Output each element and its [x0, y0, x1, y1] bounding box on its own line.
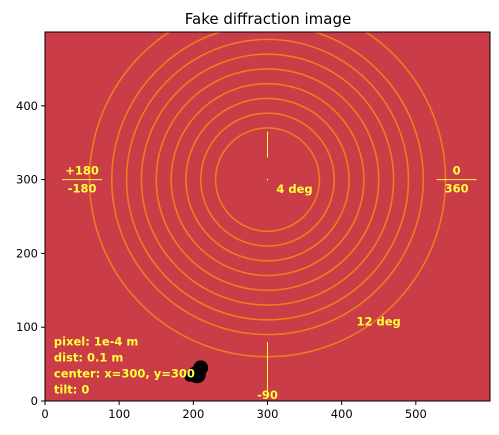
beamstop-shadow — [184, 371, 195, 382]
y-tick-label: 200 — [16, 246, 38, 260]
diffraction-ring — [214, 127, 321, 233]
x-tick-label: 400 — [331, 407, 353, 421]
y-tick-label: 400 — [16, 99, 38, 113]
info-line: pixel: 1e-4 m — [54, 335, 139, 349]
x-tick-label: 500 — [405, 407, 427, 421]
y-tick-label: 300 — [16, 173, 38, 187]
image-background — [45, 32, 490, 401]
x-axis: 0 100 200 300 400 500 — [41, 401, 427, 421]
beam-center-marker — [266, 179, 269, 181]
y-tick-label: 100 — [16, 320, 38, 334]
plot-area: +180 -180 0 360 -90 4 deg 12 deg pixel: 1e-4 m d… — [44, 31, 491, 402]
diffraction-ring — [185, 97, 350, 262]
image-content: +180 -180 0 360 -90 4 deg 12 deg pixel: 1e-4 m d… — [45, 32, 490, 402]
chart-title: Fake diffraction image — [185, 10, 351, 28]
diffraction-ring — [110, 32, 425, 336]
info-line: dist: 0.1 m — [54, 351, 123, 365]
azimuth-label-bottom: -180 — [68, 182, 97, 196]
info-line: center: x=300, y=300 — [54, 367, 195, 381]
x-tick-label: 0 — [41, 407, 48, 421]
info-line: tilt: 0 — [54, 383, 89, 397]
x-tick-label: 100 — [108, 407, 130, 421]
diffraction-ring — [170, 82, 365, 277]
x-tick-label: 200 — [182, 407, 204, 421]
ring-angle-label: 12 deg — [357, 315, 401, 329]
azimuth-label-top: 0 — [453, 164, 461, 178]
diffraction-ring — [155, 68, 380, 292]
diffraction-ring — [199, 112, 336, 247]
y-tick-label: 0 — [31, 394, 38, 408]
azimuth-label-bottom: 360 — [445, 182, 469, 196]
azimuth-label-bottom: -90 — [257, 388, 278, 402]
y-axis: 0 100 200 300 400 — [16, 99, 45, 408]
diffraction-ring — [125, 38, 410, 321]
x-tick-label: 300 — [257, 407, 279, 421]
ring-angle-label: 4 deg — [276, 182, 312, 196]
azimuth-label-top: +180 — [65, 164, 99, 178]
diffraction-ring — [140, 53, 395, 306]
